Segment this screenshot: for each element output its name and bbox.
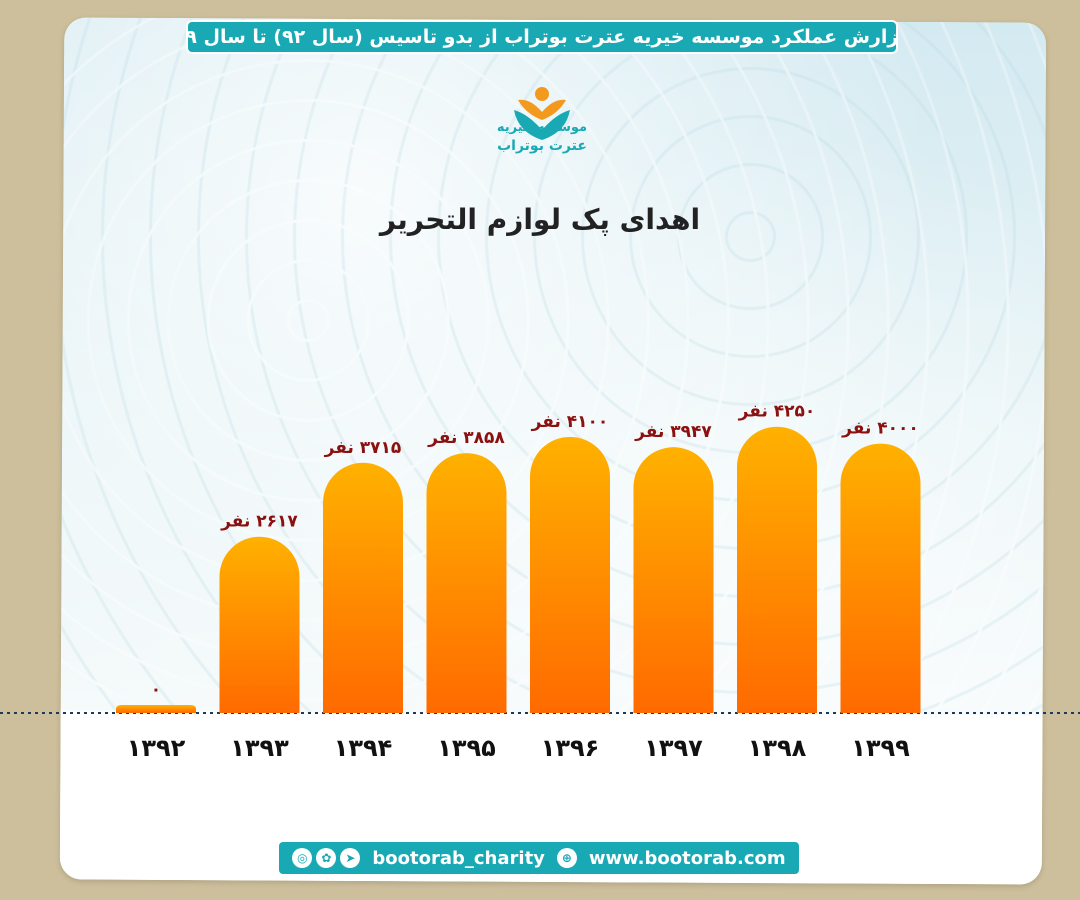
category-label-2: ۱۳۹۴ [334,734,393,762]
bar-2 [323,462,403,713]
value-label-2: ۳۷۱۵ نفر [324,438,402,458]
value-label-4: ۴۱۰۰ نفر [531,412,609,432]
telegram-icon[interactable]: ➤ [340,848,361,868]
value-label-5: ۳۹۴۷ نفر [634,422,712,442]
logo-icon [514,87,570,140]
category-label-1: ۱۳۹۳ [230,734,289,762]
logo-name: موسسه خیریه [496,120,588,135]
instagram-icon[interactable]: ◎ [292,848,313,868]
category-label-0: ۱۳۹۲ [127,734,186,762]
social-handle[interactable]: bootorab_charity [372,847,545,869]
bar-7 [840,443,921,713]
aparat-icon[interactable]: ✿ [316,848,337,868]
bar-4 [530,436,610,713]
category-label-5: ۱۳۹۷ [644,734,703,762]
category-label-4: ۱۳۹۶ [541,734,600,762]
value-label-3: ۳۸۵۸ نفر [427,428,505,448]
header-title: گزارش عملکرد موسسه خیریه عترت بوتراب از … [186,26,896,48]
logo-subtitle: عترت بوتراب [497,138,587,154]
header-banner: گزارش عملکرد موسسه خیریه عترت بوتراب از … [186,20,898,54]
category-label-3: ۱۳۹۵ [437,734,496,762]
bar-3 [426,453,507,713]
bar-0 [116,705,196,713]
social-icons: ◎ ✿ ➤ [292,848,361,868]
value-label-1: ۲۶۱۷ نفر [220,512,298,532]
value-label-0: ۰ [151,680,161,700]
value-label-6: ۴۲۵۰ نفر [738,402,816,422]
footer-bar: ◎ ✿ ➤ bootorab_charity ⊕ www.bootorab.co… [277,840,801,876]
chart-title: اهدای پک لوازم التحریر [379,203,701,236]
bar-1 [219,536,300,713]
category-label-7: ۱۳۹۹ [851,734,910,762]
globe-icon: ⊕ [556,848,577,868]
bar-6 [737,426,818,713]
website-link[interactable]: www.bootorab.com [588,847,786,869]
category-label-6: ۱۳۹۸ [748,734,807,762]
value-label-7: ۴۰۰۰ نفر [841,419,919,439]
bar-5 [633,447,714,713]
